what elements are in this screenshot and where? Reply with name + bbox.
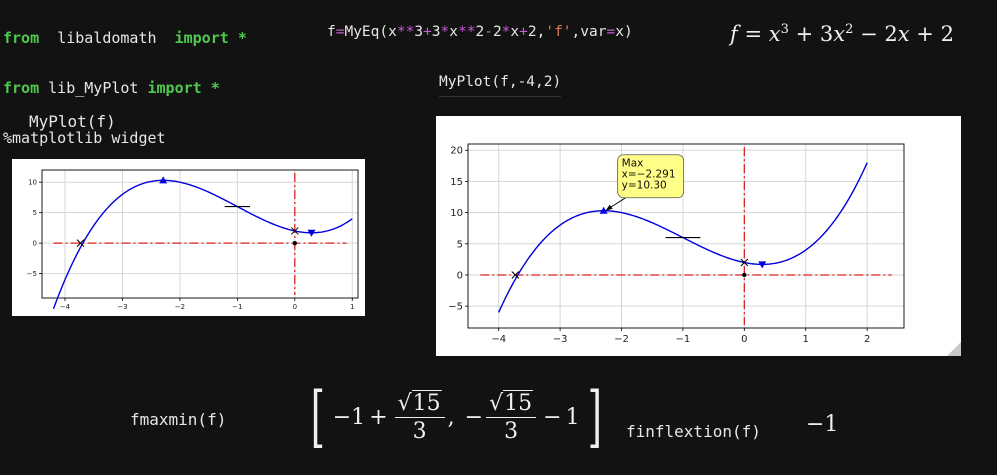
function-curve xyxy=(52,179,353,310)
y-intercept-marker xyxy=(290,227,299,235)
min-marker xyxy=(307,229,316,237)
finflextion-result: −1 xyxy=(806,412,839,437)
y-tick-label: 20 xyxy=(450,146,463,157)
max-marker xyxy=(599,206,608,214)
widget-plot-panel[interactable]: −4 −3 −2 −1 0 1 2 −5 0 5 10 15 20 Max x=−2.291 y=10.30 xyxy=(436,116,961,356)
x-tick-label: −4 xyxy=(60,303,71,311)
root-marker xyxy=(76,239,85,247)
fraction-2: √15 3 xyxy=(486,389,537,444)
x-tick-label: 1 xyxy=(803,334,809,345)
y-tick-label: −5 xyxy=(27,270,37,278)
x-tick-label: −3 xyxy=(553,334,568,345)
annotation-box xyxy=(617,154,685,199)
x-tick-label: 0 xyxy=(293,303,297,311)
resize-handle[interactable] xyxy=(947,342,961,356)
y-tick-label: 5 xyxy=(33,209,37,217)
y-tick-label: 0 xyxy=(457,270,463,281)
x-tick-label: −1 xyxy=(232,303,242,311)
origin-marker xyxy=(742,272,747,278)
myplot-call-left[interactable]: MyPlot(f) xyxy=(29,112,116,131)
right-bracket: ] xyxy=(587,378,602,455)
annotation-text-3: y=10.30 xyxy=(622,180,667,192)
axes-frame xyxy=(41,169,359,299)
y-tick-label: 10 xyxy=(450,208,463,219)
x-tick-label: −1 xyxy=(676,334,691,345)
y-tick-label: −5 xyxy=(448,302,463,313)
equation-output: f = x3 + 3x2 − 2x + 2 xyxy=(730,22,954,46)
origin-marker xyxy=(292,240,297,246)
x-tick-label: −3 xyxy=(117,303,127,311)
y-intercept-marker xyxy=(740,258,749,267)
small-plot-panel: −4 −3 −2 −1 0 1 −5 0 5 10 xyxy=(12,159,365,316)
myplot-call-right[interactable]: MyPlot(f,-4,2) xyxy=(439,70,562,97)
import-line-3: %matplotlib widget xyxy=(3,129,166,147)
x-tick-label: 2 xyxy=(864,334,870,345)
import-code-cell[interactable]: from libaldomath import * from lib_MyPlo… xyxy=(3,1,247,176)
import-line-1: from libaldomath import * xyxy=(3,29,247,47)
y-tick-label: 10 xyxy=(28,179,37,187)
fmaxmin-result: [ −1 + √15 3 , − √15 3 − 1 ] xyxy=(310,378,602,455)
x-tick-label: 1 xyxy=(350,303,354,311)
annotation-text-1: Max xyxy=(622,158,644,170)
left-bracket: [ xyxy=(310,378,325,455)
min-marker xyxy=(758,261,767,269)
x-tick-label: −2 xyxy=(175,303,185,311)
max-marker xyxy=(159,176,168,184)
small-plot: −4 −3 −2 −1 0 1 −5 0 5 10 xyxy=(27,169,359,311)
x-tick-label: −4 xyxy=(491,334,506,345)
define-code-cell[interactable]: f=MyEq(x**3+3*x**2-2*x+2,'f',var=x) xyxy=(327,24,633,40)
x-tick-label: 0 xyxy=(741,334,747,345)
y-tick-label: 15 xyxy=(450,177,463,188)
fraction-1: √15 3 xyxy=(394,389,445,444)
x-tick-label: −2 xyxy=(614,334,629,345)
annotation-text-2: x=−2.291 xyxy=(622,169,676,181)
annotation-arrowhead xyxy=(605,204,613,211)
axes-frame xyxy=(467,143,905,329)
root-marker xyxy=(511,271,520,279)
finflextion-call[interactable]: finflextion(f) xyxy=(626,422,761,441)
fmaxmin-call[interactable]: fmaxmin(f) xyxy=(130,410,227,429)
import-line-2: from lib_MyPlot import * xyxy=(3,79,220,97)
y-tick-label: 0 xyxy=(33,240,37,248)
y-tick-label: 5 xyxy=(457,239,463,250)
